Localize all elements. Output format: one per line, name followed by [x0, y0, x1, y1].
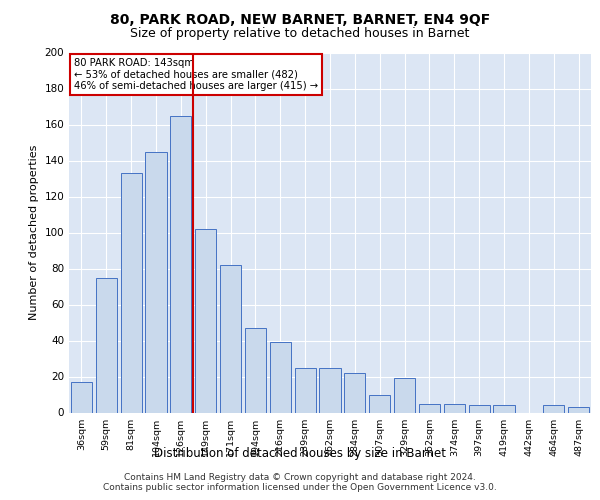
Bar: [469, 406, 490, 412]
Text: 80, PARK ROAD, NEW BARNET, BARNET, EN4 9QF: 80, PARK ROAD, NEW BARNET, BARNET, EN4 9…: [110, 12, 490, 26]
Y-axis label: Number of detached properties: Number of detached properties: [29, 145, 39, 320]
Bar: [344, 373, 365, 412]
Bar: [220, 265, 241, 412]
Bar: [170, 116, 191, 412]
Bar: [270, 342, 291, 412]
Bar: [295, 368, 316, 412]
Bar: [96, 278, 117, 412]
Bar: [195, 229, 216, 412]
Text: Size of property relative to detached houses in Barnet: Size of property relative to detached ho…: [130, 28, 470, 40]
Bar: [71, 382, 92, 412]
Bar: [394, 378, 415, 412]
Bar: [419, 404, 440, 412]
Text: 80 PARK ROAD: 143sqm
← 53% of detached houses are smaller (482)
46% of semi-deta: 80 PARK ROAD: 143sqm ← 53% of detached h…: [74, 58, 319, 91]
Bar: [319, 368, 341, 412]
Bar: [493, 406, 515, 412]
Bar: [543, 406, 564, 412]
Bar: [444, 404, 465, 412]
Bar: [568, 407, 589, 412]
Bar: [121, 173, 142, 412]
Bar: [145, 152, 167, 412]
Text: Contains HM Land Registry data © Crown copyright and database right 2024.
Contai: Contains HM Land Registry data © Crown c…: [103, 473, 497, 492]
Bar: [369, 394, 390, 412]
Text: Distribution of detached houses by size in Barnet: Distribution of detached houses by size …: [154, 448, 446, 460]
Bar: [245, 328, 266, 412]
